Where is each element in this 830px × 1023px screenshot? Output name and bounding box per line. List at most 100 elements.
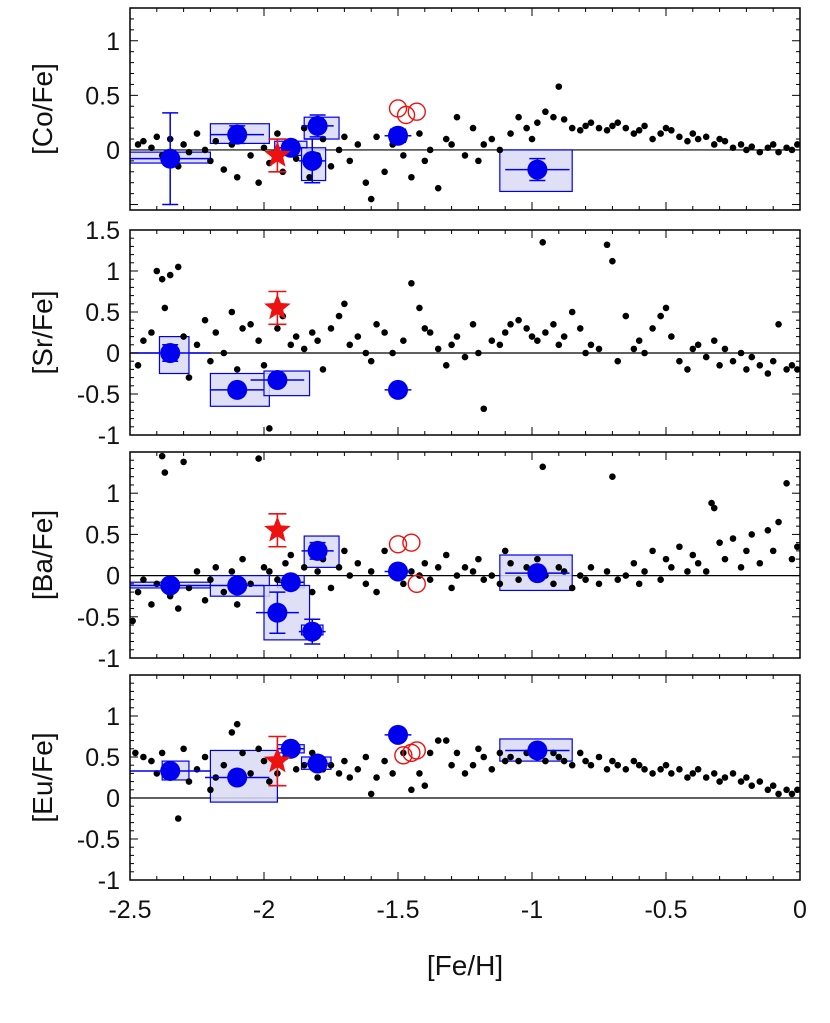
field-star-point	[367, 790, 375, 798]
field-star-point	[201, 146, 209, 154]
field-star-point	[134, 362, 142, 369]
field-star-point	[389, 770, 396, 777]
field-star-point	[193, 568, 201, 575]
field-star-point	[153, 267, 161, 275]
panel-frame	[129, 451, 801, 659]
field-star-point	[287, 551, 295, 559]
field-star-point	[684, 568, 691, 575]
field-star-point	[461, 353, 469, 361]
field-star-point	[710, 141, 718, 148]
field-star-point	[775, 321, 782, 328]
field-star-point	[721, 555, 729, 563]
field-star-point	[501, 329, 509, 336]
field-star-point	[354, 559, 362, 567]
field-star-point	[220, 761, 228, 769]
field-star-point	[568, 761, 576, 769]
field-star-point	[335, 146, 343, 154]
field-star-point	[233, 720, 241, 728]
field-star-point	[507, 753, 514, 761]
field-star-point	[153, 770, 161, 777]
field-star-point	[426, 146, 434, 154]
panel-frame	[129, 229, 801, 436]
field-star-point	[582, 349, 589, 357]
field-star-point	[274, 325, 281, 332]
field-star-point	[716, 778, 723, 785]
field-star-point	[622, 766, 630, 773]
field-star-point	[475, 157, 482, 165]
field-star-point	[346, 572, 354, 579]
field-star-point	[292, 766, 300, 773]
field-star-point	[783, 480, 790, 487]
field-star-point	[426, 329, 434, 336]
y-tick-label: 0	[106, 785, 120, 813]
field-star-point	[769, 357, 777, 365]
field-star-point	[185, 374, 193, 381]
field-star-point	[649, 325, 656, 332]
field-star-point	[568, 308, 576, 316]
field-star-point	[769, 782, 777, 789]
field-star-point	[769, 141, 777, 148]
field-star-point	[448, 584, 455, 592]
field-star-point	[603, 766, 611, 773]
field-star-point	[185, 584, 193, 592]
panel-eu: -1 -0.5 0 0.5 1 [Eu/Fe]	[27, 674, 801, 895]
field-star-point	[341, 133, 348, 141]
y-axis-title: [Eu/Fe]	[27, 732, 58, 822]
field-star-point	[381, 168, 388, 176]
field-star-point	[488, 135, 496, 143]
field-star-point	[788, 555, 796, 563]
y-tick-label: -0.5	[77, 826, 120, 854]
field-star-point	[657, 576, 664, 584]
field-star-point	[469, 568, 477, 575]
field-star-point	[609, 473, 616, 481]
field-star-point	[710, 337, 718, 345]
cluster-point	[527, 563, 548, 584]
field-star-point	[622, 124, 630, 132]
y-tick-label: 0.5	[85, 521, 120, 549]
field-star-point	[421, 325, 429, 332]
field-star-point	[341, 547, 348, 555]
field-star-point	[501, 757, 509, 765]
field-star-point	[381, 547, 388, 555]
field-star-point	[614, 576, 622, 584]
field-star-point	[729, 535, 737, 542]
field-star-point	[400, 152, 407, 159]
field-star-point	[180, 333, 187, 340]
y-tick-label: 0.5	[85, 744, 120, 772]
y-tick-label: 1	[106, 258, 120, 286]
field-star-point	[381, 329, 388, 336]
field-star-point	[560, 757, 568, 765]
field-star-point	[614, 119, 622, 126]
field-star-point	[400, 337, 407, 345]
field-star-point	[721, 137, 729, 145]
field-star-point	[515, 576, 522, 584]
field-star-point	[260, 757, 268, 765]
cluster-point	[302, 150, 323, 171]
field-star-point	[702, 133, 710, 141]
field-star-point	[140, 337, 147, 345]
field-star-point	[327, 584, 335, 592]
field-star-point	[469, 761, 477, 769]
field-star-point	[721, 345, 729, 353]
field-star-point	[576, 572, 584, 579]
field-star-point	[756, 778, 764, 785]
field-star-point	[528, 333, 536, 340]
field-star-point	[560, 116, 568, 123]
field-star-point	[389, 349, 396, 357]
field-star-point	[515, 757, 522, 765]
cluster-point	[388, 125, 408, 146]
field-star-point	[174, 815, 182, 822]
panel-ba: -1 -0.5 0 0.5 1 [Ba/Fe]	[27, 451, 801, 673]
field-star-point	[266, 568, 273, 575]
field-star-point	[496, 749, 504, 757]
field-star-point	[622, 572, 630, 579]
field-star-point	[743, 774, 750, 781]
field-star-point	[140, 576, 147, 584]
field-star-point	[729, 357, 737, 365]
field-star-point	[641, 766, 648, 773]
field-star-point	[453, 749, 461, 757]
field-star-point	[614, 761, 622, 769]
field-star-point	[694, 341, 702, 349]
field-star-point	[649, 135, 656, 143]
